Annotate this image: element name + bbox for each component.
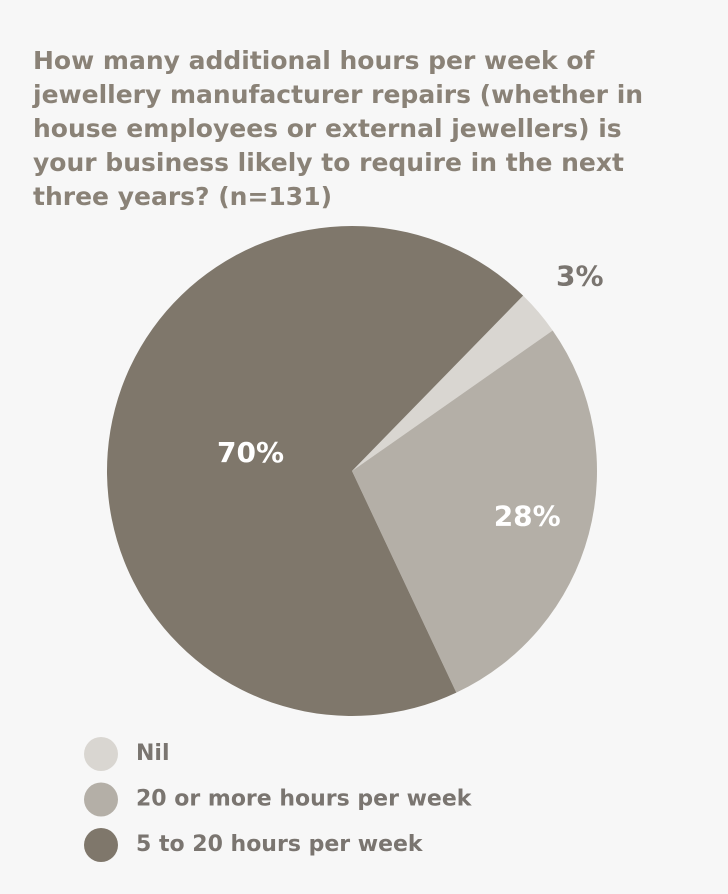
pie-slice	[352, 295, 553, 471]
legend-swatch	[84, 737, 118, 771]
legend-label: 5 to 20 hours per week	[136, 832, 424, 857]
legend-label: 20 or more hours per week	[136, 787, 473, 812]
pie-slice	[352, 330, 597, 693]
data-label: 28%	[494, 500, 561, 533]
chart-title: How many additional hours per week of je…	[33, 46, 644, 211]
legend-swatch	[84, 828, 118, 862]
pie-slice	[107, 225, 524, 717]
legend-label: Nil	[136, 741, 170, 766]
data-label: 3%	[556, 259, 604, 292]
data-label: 70%	[217, 436, 284, 469]
legend-swatch	[84, 782, 118, 817]
